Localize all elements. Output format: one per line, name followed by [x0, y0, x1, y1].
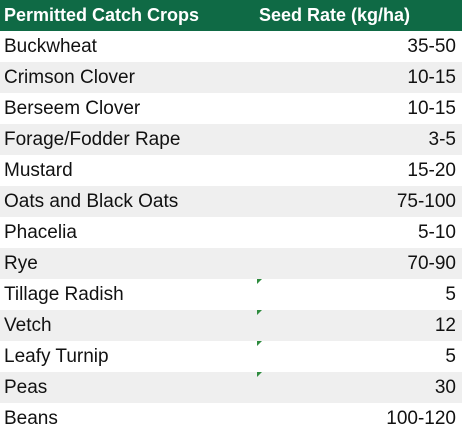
table-row[interactable]: Phacelia 5-10 [0, 217, 462, 248]
seed-rate-cell[interactable]: 10-15 [407, 67, 456, 88]
table-row[interactable]: Peas 30 [0, 372, 462, 403]
seed-rate-cell[interactable]: 35-50 [407, 36, 456, 57]
seed-rate-cell[interactable]: 12 [434, 315, 456, 336]
table-row[interactable]: Mustard 15-20 [0, 155, 462, 186]
table-row[interactable]: Vetch 12 [0, 310, 462, 341]
crop-name-cell[interactable]: Crimson Clover [4, 67, 135, 88]
crop-name-cell[interactable]: Forage/Fodder Rape [4, 129, 181, 150]
table-row[interactable]: Rye 70-90 [0, 248, 462, 279]
crop-name-cell[interactable]: Tillage Radish [4, 284, 124, 305]
crop-name-cell[interactable]: Berseem Clover [4, 98, 141, 119]
number-stored-as-text-indicator-icon [257, 341, 262, 346]
seed-rate-cell[interactable]: 5-10 [417, 222, 456, 243]
seed-rate-cell[interactable]: 3-5 [428, 129, 456, 150]
crop-name-cell[interactable]: Oats and Black Oats [4, 191, 179, 212]
header-seed-rate-column[interactable]: Seed Rate (kg/ha) [259, 5, 411, 25]
table-row[interactable]: Crimson Clover 10-15 [0, 62, 462, 93]
crop-name-cell[interactable]: Mustard [4, 160, 73, 181]
table-row[interactable]: Tillage Radish 5 [0, 279, 462, 310]
seed-rate-cell[interactable]: 75-100 [396, 191, 456, 212]
number-stored-as-text-indicator-icon [257, 279, 262, 284]
seed-rate-cell[interactable]: 70-90 [407, 253, 456, 274]
crop-name-cell[interactable]: Peas [4, 377, 48, 398]
number-stored-as-text-indicator-icon [257, 372, 262, 377]
table-header-row: Permitted Catch Crops Seed Rate (kg/ha) [0, 0, 462, 31]
crop-name-cell[interactable]: Buckwheat [4, 36, 97, 57]
table-row[interactable]: Beans 100-120 [0, 403, 462, 434]
seed-rate-cell[interactable]: 5 [445, 284, 456, 305]
table-row[interactable]: Leafy Turnip 5 [0, 341, 462, 372]
seed-rate-cell[interactable]: 10-15 [407, 98, 456, 119]
crop-name-cell[interactable]: Beans [4, 408, 58, 429]
crop-name-cell[interactable]: Phacelia [4, 222, 77, 243]
number-stored-as-text-indicator-icon [257, 310, 262, 315]
table-body: Buckwheat 35-50 Crimson Clover 10-15 Ber… [0, 31, 462, 434]
table-row[interactable]: Forage/Fodder Rape 3-5 [0, 124, 462, 155]
seed-rate-cell[interactable]: 15-20 [407, 160, 456, 181]
crop-name-cell[interactable]: Vetch [4, 315, 52, 336]
seed-rate-cell[interactable]: 100-120 [386, 408, 456, 429]
seed-rate-cell[interactable]: 5 [445, 346, 456, 367]
table-row[interactable]: Oats and Black Oats 75-100 [0, 186, 462, 217]
header-crop-column[interactable]: Permitted Catch Crops [4, 5, 200, 25]
crop-name-cell[interactable]: Rye [4, 253, 38, 274]
table-row[interactable]: Buckwheat 35-50 [0, 31, 462, 62]
crop-name-cell[interactable]: Leafy Turnip [4, 346, 109, 367]
seed-rate-cell[interactable]: 30 [434, 377, 456, 398]
table-row[interactable]: Berseem Clover 10-15 [0, 93, 462, 124]
